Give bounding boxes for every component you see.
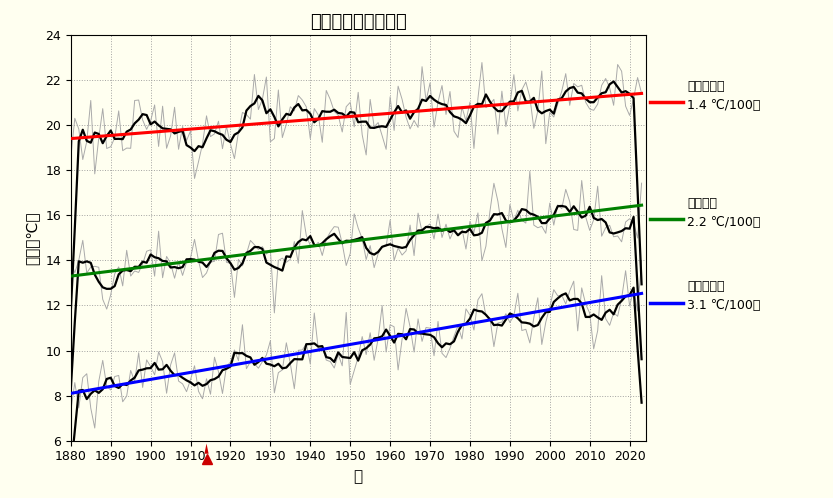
Text: 1.4 ℃/100年: 1.4 ℃/100年 bbox=[687, 99, 761, 112]
Y-axis label: 気温（℃）: 気温（℃） bbox=[25, 211, 40, 264]
Text: 日最高気温: 日最高気温 bbox=[687, 80, 725, 93]
Title: 京都の年気温３要素: 京都の年気温３要素 bbox=[310, 12, 407, 30]
Text: 日最低気温: 日最低気温 bbox=[687, 280, 725, 293]
X-axis label: 年: 年 bbox=[354, 469, 362, 484]
Text: 平均気温: 平均気温 bbox=[687, 197, 717, 210]
Text: 2.2 ℃/100年: 2.2 ℃/100年 bbox=[687, 216, 761, 229]
Text: 3.1 ℃/100年: 3.1 ℃/100年 bbox=[687, 299, 761, 312]
